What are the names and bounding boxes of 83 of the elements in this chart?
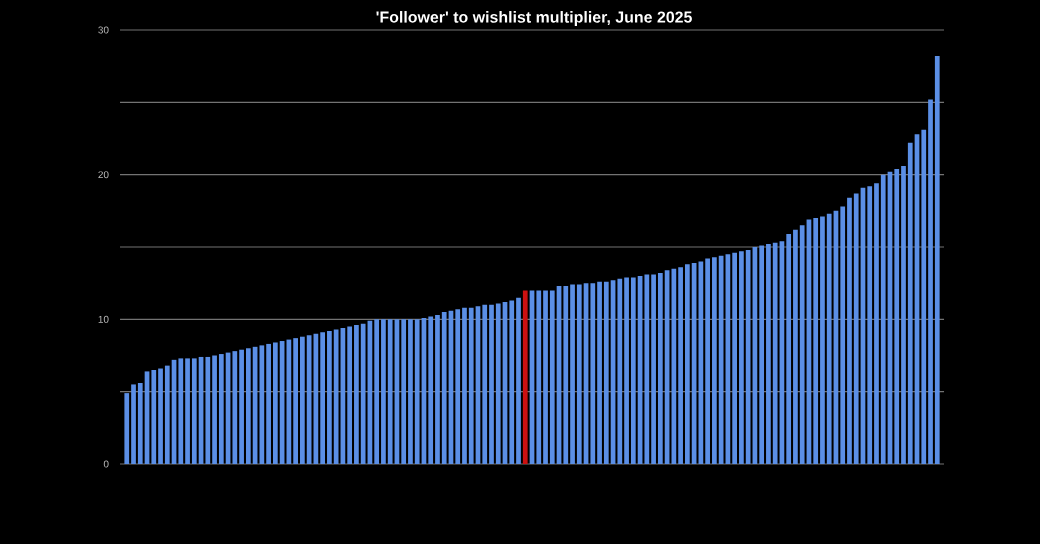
bar [164, 365, 170, 464]
bar [516, 297, 521, 464]
bar [462, 307, 467, 464]
bar [799, 225, 805, 464]
bar [671, 268, 677, 464]
bar [131, 384, 136, 464]
bar [678, 267, 683, 464]
bar [536, 290, 542, 464]
bar [401, 319, 407, 464]
bar [495, 303, 501, 464]
bar [644, 274, 650, 464]
bar [151, 369, 157, 464]
bar [651, 274, 656, 464]
bar [408, 319, 413, 464]
bar [853, 193, 859, 464]
bar [374, 319, 380, 464]
bar [934, 56, 940, 464]
bar [880, 174, 886, 464]
bar [570, 284, 575, 464]
bar [745, 249, 751, 464]
bar [624, 277, 629, 464]
bar [712, 257, 717, 464]
bar [441, 312, 447, 464]
bar [489, 304, 494, 464]
bar [772, 242, 778, 464]
bar [549, 290, 555, 464]
bar [387, 319, 393, 464]
bar [360, 323, 366, 464]
bar [563, 286, 569, 464]
bar [867, 186, 873, 464]
bar [657, 273, 663, 464]
bar [894, 168, 900, 464]
bar [907, 142, 913, 464]
bar [381, 319, 386, 464]
bar [826, 213, 832, 464]
bar [820, 216, 825, 464]
bar [428, 316, 434, 464]
bar [178, 358, 184, 464]
bar [786, 233, 792, 464]
bar [239, 349, 244, 464]
bar [739, 251, 744, 464]
bar [158, 368, 163, 464]
bar [300, 336, 305, 464]
bar [705, 258, 710, 464]
bar [793, 229, 798, 464]
bar [414, 319, 420, 464]
bar [509, 300, 515, 464]
bar [766, 244, 771, 464]
bar [435, 314, 440, 464]
bar [272, 342, 278, 464]
bar [813, 218, 819, 464]
bar [347, 326, 353, 464]
bar [847, 197, 852, 464]
bar [320, 332, 325, 464]
bar [293, 338, 298, 464]
bar [455, 309, 461, 464]
bar [603, 281, 609, 464]
bar [327, 330, 332, 464]
bar [354, 325, 359, 464]
bar [597, 281, 602, 464]
bar [685, 264, 690, 464]
bar [732, 252, 738, 464]
bar [259, 345, 265, 464]
bar [191, 358, 197, 464]
bar [245, 348, 251, 464]
bar [468, 307, 474, 464]
bar [617, 278, 623, 464]
bar [185, 358, 190, 464]
bar [522, 290, 528, 464]
bar [576, 284, 582, 464]
bar [333, 329, 339, 464]
bar [232, 351, 238, 464]
bar [630, 277, 636, 464]
bar [590, 283, 596, 464]
bar [266, 343, 271, 464]
bar [840, 206, 846, 464]
bar [218, 354, 224, 464]
bar [759, 245, 765, 464]
bar [212, 355, 217, 464]
bar [543, 290, 548, 464]
bar [482, 304, 488, 464]
bar [874, 183, 879, 464]
bar [205, 356, 211, 464]
